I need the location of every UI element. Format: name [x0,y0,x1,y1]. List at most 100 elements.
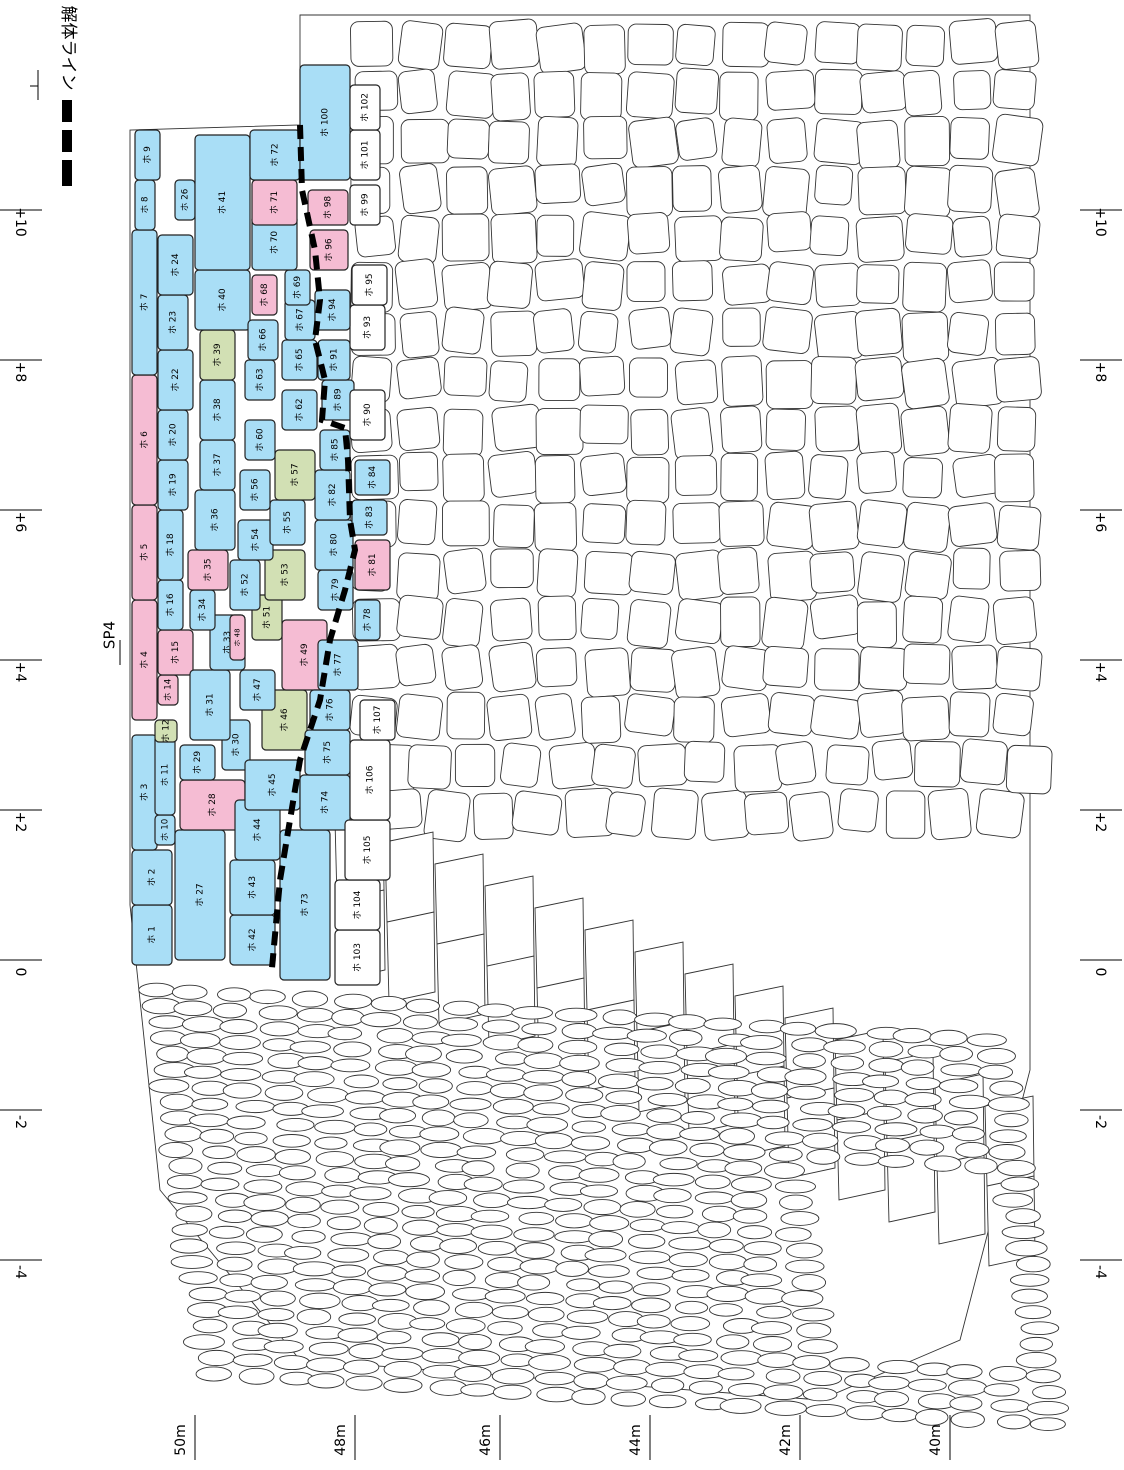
cobble [885,790,926,839]
cobble [857,166,907,216]
footing-stone [730,1191,768,1209]
footing-stone [638,1060,681,1075]
footing-stone [519,1258,560,1275]
footing-stone [694,1174,731,1190]
footing-stone [515,1242,555,1259]
footing-stone [732,1208,768,1224]
cobble [441,306,485,355]
stone-label: ホ 23 [168,311,179,334]
footing-stone [814,1023,857,1039]
footing-stone [1011,1288,1048,1304]
footing-stone [868,1057,904,1073]
footing-stone [326,1216,361,1231]
cobble [814,21,861,65]
footing-stone [331,1264,367,1278]
footing-stone [1009,1273,1050,1287]
footing-stone [428,1190,468,1206]
footing-stone [791,1037,828,1053]
stone-label: ホ 28 [207,793,218,817]
cobble [626,456,670,504]
footing-stone [803,1370,843,1386]
footing-stone [473,1192,511,1209]
footing-stone [555,1260,589,1277]
footing-stone [273,1355,311,1371]
cobble [396,356,442,400]
footing-stone [656,1204,694,1219]
cobble [857,690,907,738]
footing-stone [371,1298,410,1312]
footing-stone [404,1268,441,1283]
cobble [948,691,991,738]
cobble [651,787,699,840]
cobble [605,791,646,837]
footing-stone [301,1104,344,1118]
footing-stone [1029,1417,1066,1431]
cobble [814,262,862,308]
stone-label: ホ 46 [279,708,290,732]
cobble [626,599,672,649]
stone-label: ホ 98 [323,196,334,220]
footing-stone [476,1003,515,1018]
stone-label: ホ 2 [147,869,158,887]
cobble [810,356,857,405]
footing-stone [554,1007,598,1023]
stone-label: ホ 30 [231,733,242,757]
footing-stone [458,1333,492,1351]
cobble [490,212,538,265]
footing-stone [492,1384,532,1400]
stone-label: ホ 53 [280,563,291,586]
cobble-background [129,14,1070,1431]
footing-stone [263,1339,304,1354]
footing-stone [405,1283,446,1301]
stone [239,669,276,711]
footing-stone [287,1213,321,1229]
footing-stone [376,1027,414,1044]
cobble [580,452,627,497]
scale-label: 44m [628,1424,644,1455]
footing-stone [410,1235,445,1252]
stone [157,234,194,296]
footing-stone [617,1137,655,1154]
footing-stone [689,1142,725,1158]
cobble [442,598,484,649]
footing-stone [827,1103,866,1119]
footing-stone [191,1080,230,1096]
footing-stone [756,1115,790,1130]
footing-stone [217,1209,253,1224]
footing-stone [419,1126,460,1142]
cobble [446,691,486,740]
cobble [814,648,860,691]
footing-stone [405,998,440,1014]
cobble [994,167,1040,221]
cobble [719,71,759,121]
cobble [441,644,484,691]
scale-label: +2 [12,812,28,833]
footing-stone [188,1286,228,1302]
cobble [947,595,990,643]
footing-stone [559,1054,600,1072]
footing-stone [368,1282,407,1297]
footing-stone [525,1291,565,1306]
cobble [671,646,721,700]
footing-stone [367,1265,408,1282]
footing-stone [232,1353,273,1367]
stone [251,274,278,316]
footing-stone [694,1191,735,1205]
footing-stone [659,1157,698,1171]
footing-stone [330,1232,373,1247]
footing-stone [524,1339,566,1354]
footing-stone [989,1365,1028,1382]
footing-stone [166,1174,203,1190]
stone-label: ホ 10 [160,819,171,841]
footing-stone [421,1109,456,1127]
footing-stone [197,1349,236,1367]
footing-stone [548,1165,584,1181]
footing-stone [652,1172,695,1187]
cobble [582,503,627,544]
cobble [809,215,850,257]
cobble [443,547,487,595]
footing-stone [909,1139,945,1156]
cobble [722,263,773,306]
footing-stone [385,1156,421,1172]
footing-stone [600,1105,641,1122]
